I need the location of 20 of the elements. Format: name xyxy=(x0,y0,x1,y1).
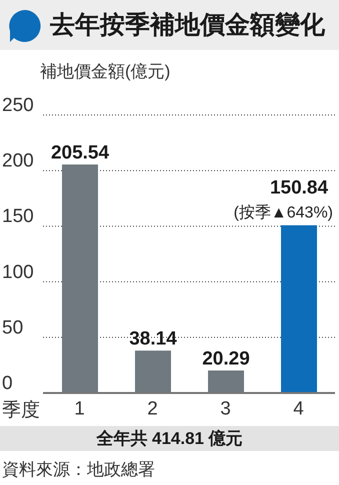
x-tick-label: 2 xyxy=(147,398,158,420)
y-tick-label: 200 xyxy=(2,150,34,172)
y-tick-label: 150 xyxy=(2,206,34,228)
x-axis-title: 季度 xyxy=(2,399,40,423)
chart-title: 去年按季補地價金額變化 xyxy=(50,10,325,41)
x-tick-label: 3 xyxy=(220,398,231,420)
y-axis-title: 補地價金額(億元) xyxy=(40,61,170,83)
text: 全年共 414.81 億元 xyxy=(0,426,339,451)
y-tick-label: 50 xyxy=(2,317,24,338)
y-tick-label: 100 xyxy=(2,262,34,283)
data-label: 20.29 xyxy=(202,348,250,370)
y-tick-label: 250 xyxy=(2,95,34,116)
data-label: 150.84 xyxy=(270,177,328,198)
source-note: 資料來源：地政總署 xyxy=(2,459,155,481)
annotation: (按季▲643%) xyxy=(234,203,333,222)
y-tick-label: 0 xyxy=(2,373,13,394)
data-label: 205.54 xyxy=(50,142,110,164)
data-label: 38.14 xyxy=(129,328,178,350)
x-tick-label: 1 xyxy=(74,398,85,420)
x-tick-label: 4 xyxy=(293,398,304,420)
